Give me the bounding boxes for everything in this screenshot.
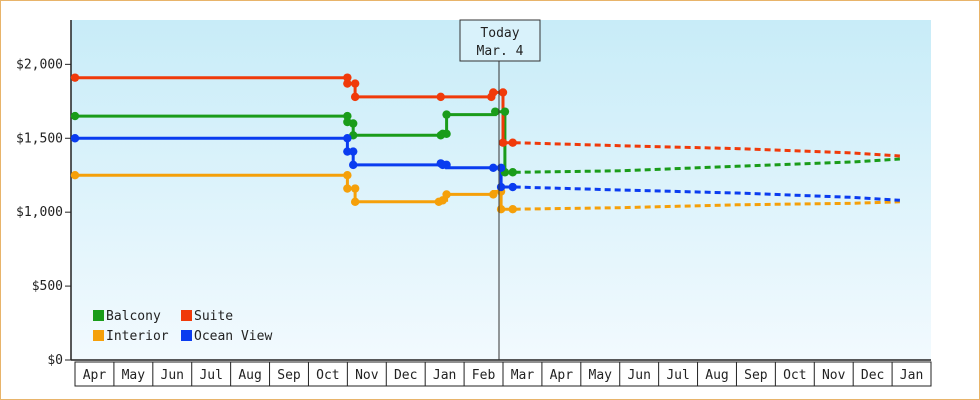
- x-tick-label: Jul: [666, 368, 689, 383]
- legend-label: Interior: [106, 329, 169, 344]
- data-point: [349, 147, 358, 156]
- legend-label: Balcony: [106, 309, 161, 324]
- data-point: [350, 92, 360, 102]
- data-point: [442, 129, 451, 139]
- legend-label: Suite: [194, 309, 233, 324]
- data-point: [349, 160, 358, 170]
- data-point: [343, 79, 352, 88]
- x-tick-label: Sep: [277, 368, 301, 383]
- data-point: [508, 138, 517, 147]
- data-point: [442, 160, 451, 170]
- data-point: [442, 110, 451, 119]
- x-axis: Apr May Jun Jul Aug Sep Oct Nov Dec Jan Feb Mar Apr M…: [71, 359, 932, 387]
- data-point: [489, 163, 498, 173]
- data-point: [498, 88, 508, 97]
- data-point: [70, 111, 80, 121]
- x-tick-label: Dec: [861, 368, 884, 383]
- data-point: [496, 163, 506, 173]
- data-point: [489, 88, 498, 97]
- data-point: [438, 196, 447, 205]
- today-date: Mar. 4: [477, 44, 524, 59]
- data-point: [496, 182, 506, 192]
- series-forecast-ocean-view: [514, 185, 900, 202]
- today-marker: Today Mar. 4: [459, 19, 541, 360]
- legend-swatch: [93, 310, 104, 321]
- x-tick-label: Nov: [822, 368, 846, 383]
- data-point: [343, 73, 352, 82]
- data-point: [489, 190, 498, 199]
- y-axis: $0 $500 $1,000 $1,500 $2,000: [16, 20, 72, 368]
- x-tick-label: Feb: [472, 368, 496, 383]
- data-point: [350, 197, 360, 207]
- data-point: [343, 184, 352, 193]
- x-tick-label: Oct: [783, 368, 806, 383]
- data-point: [350, 184, 360, 193]
- data-point: [508, 182, 517, 192]
- y-tick-label: $2,000: [16, 57, 63, 72]
- legend-swatch: [181, 310, 192, 321]
- y-tick-label: $500: [32, 279, 63, 294]
- data-point: [350, 79, 360, 88]
- series-forecast-balcony: [514, 157, 900, 174]
- data-point: [508, 205, 517, 214]
- x-tick-label: May: [122, 368, 146, 383]
- data-point: [496, 205, 506, 214]
- y-tick-label: $1,500: [16, 131, 63, 146]
- x-tick-label: Jan: [433, 368, 456, 383]
- x-tick-label: Mar: [511, 368, 535, 383]
- data-point: [491, 107, 500, 116]
- x-tick-label: Apr: [83, 368, 107, 383]
- data-point: [436, 92, 445, 102]
- data-point: [70, 73, 80, 82]
- data-point: [349, 119, 358, 128]
- x-tick-label: Jan: [900, 368, 923, 383]
- y-tick-label: $0: [47, 353, 63, 368]
- x-tick-label: Jun: [161, 368, 184, 383]
- x-tick-label: May: [589, 368, 613, 383]
- data-point: [508, 168, 517, 177]
- data-point: [70, 171, 80, 180]
- data-point: [70, 134, 80, 143]
- data-point: [343, 111, 352, 121]
- data-point: [500, 107, 510, 116]
- data-point: [498, 138, 508, 147]
- x-tick-label: Jun: [627, 368, 650, 383]
- x-tick-label: Aug: [705, 368, 728, 383]
- x-tick-label: Oct: [316, 368, 339, 383]
- series-forecast-interior: [514, 200, 900, 211]
- legend: Balcony Suite Interior Ocean View: [93, 309, 272, 344]
- today-box: [459, 19, 541, 62]
- data-point: [343, 171, 352, 180]
- x-tick-label: Jul: [199, 368, 222, 383]
- series-forecast-suite: [514, 141, 900, 158]
- legend-label: Ocean View: [194, 329, 272, 344]
- today-label: Today: [480, 26, 519, 41]
- x-tick-label: Dec: [394, 368, 417, 383]
- y-tick-label: $1,000: [16, 205, 63, 220]
- legend-swatch: [93, 330, 104, 341]
- data-point: [343, 134, 352, 143]
- data-point: [442, 190, 451, 199]
- data-point: [343, 147, 352, 156]
- x-tick-label: Aug: [238, 368, 261, 383]
- x-tick-label: Apr: [550, 368, 574, 383]
- x-tick-label: Nov: [355, 368, 379, 383]
- legend-swatch: [181, 330, 192, 341]
- x-tick-label: Sep: [744, 368, 768, 383]
